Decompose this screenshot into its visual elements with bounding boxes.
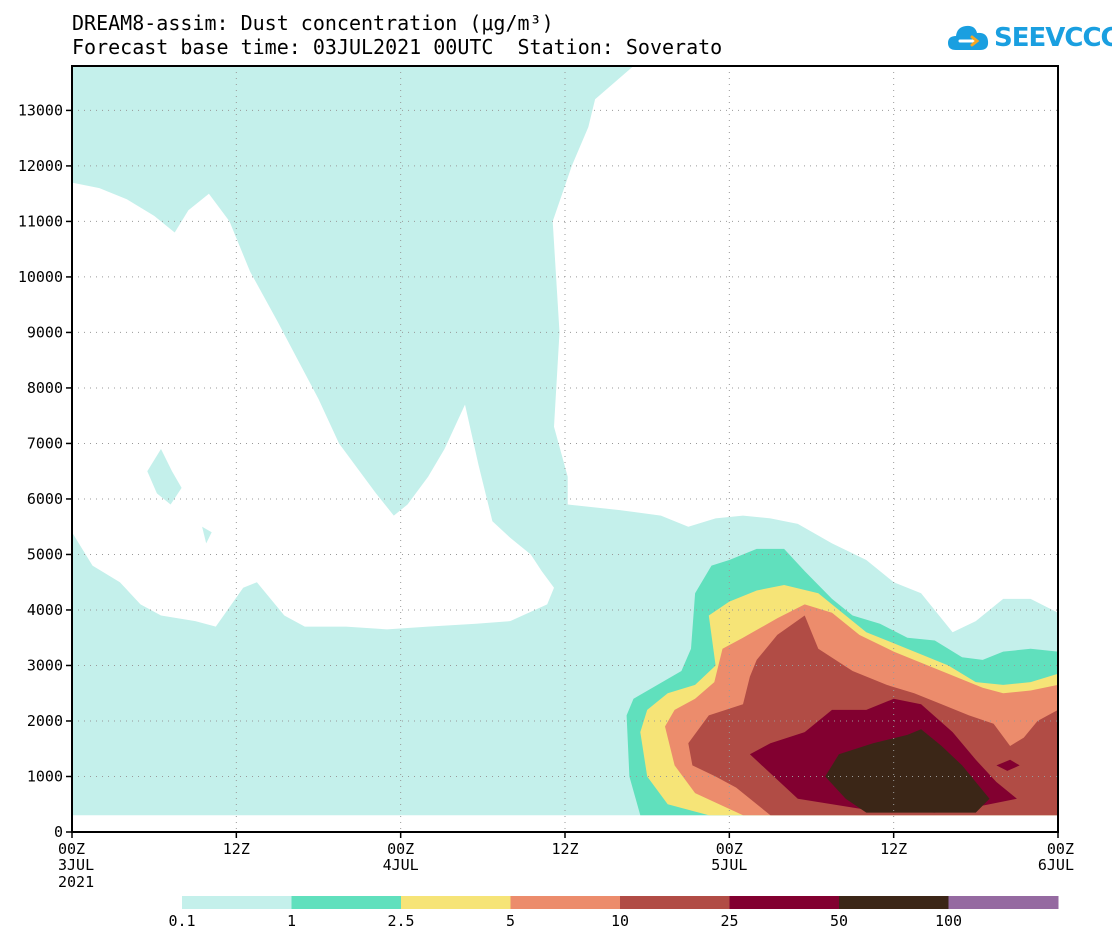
legend-level-label: 0.1 xyxy=(168,912,195,930)
legend-swatch xyxy=(948,896,1059,909)
contour-25-patch xyxy=(996,759,1020,771)
grid-lines xyxy=(72,66,1058,832)
legend-level-label: 100 xyxy=(935,912,962,930)
legend-swatch xyxy=(401,896,511,909)
y-tick-label: 12000 xyxy=(18,157,63,175)
cloud-icon xyxy=(948,25,989,50)
y-tick-label: 7000 xyxy=(27,434,63,452)
color-legend: 0.1 1 2.5 5 10 25 50 100 xyxy=(168,896,1059,930)
y-tick-label: 0 xyxy=(54,823,63,841)
contour-0.1-hole-b xyxy=(147,449,182,505)
y-axis: 0 1000 2000 3000 4000 5000 6000 7000 8000 9000 100… xyxy=(18,101,72,841)
legend-level-label: 50 xyxy=(830,912,848,930)
y-tick-label: 6000 xyxy=(27,490,63,508)
x-tick-year-label: 2021 xyxy=(58,873,94,891)
x-tick-label: 00Z xyxy=(387,840,414,858)
y-tick-label: 2000 xyxy=(27,712,63,730)
seevccc-logo: SEEVCCC xyxy=(946,18,1112,58)
legend-level-label: 1 xyxy=(287,912,296,930)
legend-swatch xyxy=(182,896,292,909)
legend-level-label: 5 xyxy=(506,912,515,930)
legend-swatch xyxy=(729,896,840,909)
x-tick-label: 00Z xyxy=(716,840,743,858)
y-tick-label: 10000 xyxy=(18,268,63,286)
legend-level-label: 10 xyxy=(611,912,629,930)
chart-title: DREAM8-assim: Dust concentration (μg/m³) xyxy=(72,11,554,35)
legend-swatch xyxy=(291,896,402,909)
logo-text: SEEVCCC xyxy=(994,23,1112,53)
legend-level-label: 25 xyxy=(720,912,738,930)
x-tick-label: 00Z xyxy=(1047,840,1074,858)
x-tick-date-label: 5JUL xyxy=(711,856,747,874)
legend-swatch xyxy=(839,896,949,909)
x-tick-label: 12Z xyxy=(880,840,907,858)
legend-level-label: 2.5 xyxy=(387,912,414,930)
y-tick-label: 13000 xyxy=(18,101,63,119)
x-tick-date-label: 3JUL xyxy=(58,856,94,874)
y-tick-label: 11000 xyxy=(18,212,63,230)
x-tick-date-label: 4JUL xyxy=(383,856,419,874)
legend-swatch xyxy=(510,896,621,909)
contour-layer xyxy=(72,66,1058,816)
contour-50 xyxy=(825,729,990,813)
legend-swatch xyxy=(620,896,730,909)
y-tick-label: 9000 xyxy=(27,323,63,341)
x-tick-label: 12Z xyxy=(551,840,578,858)
x-tick-date-label: 6JUL xyxy=(1038,856,1074,874)
contour-0.1-hole-c xyxy=(202,526,212,544)
x-tick-label: 00Z xyxy=(58,840,85,858)
y-tick-label: 3000 xyxy=(27,656,63,674)
chart-subtitle: Forecast base time: 03JUL2021 00UTC Stat… xyxy=(72,35,723,59)
x-tick-label: 12Z xyxy=(223,840,250,858)
contour-0.1-hole-a xyxy=(72,182,554,630)
y-tick-label: 1000 xyxy=(27,767,63,785)
y-tick-label: 4000 xyxy=(27,601,63,619)
y-tick-label: 8000 xyxy=(27,379,63,397)
y-tick-label: 5000 xyxy=(27,545,63,563)
